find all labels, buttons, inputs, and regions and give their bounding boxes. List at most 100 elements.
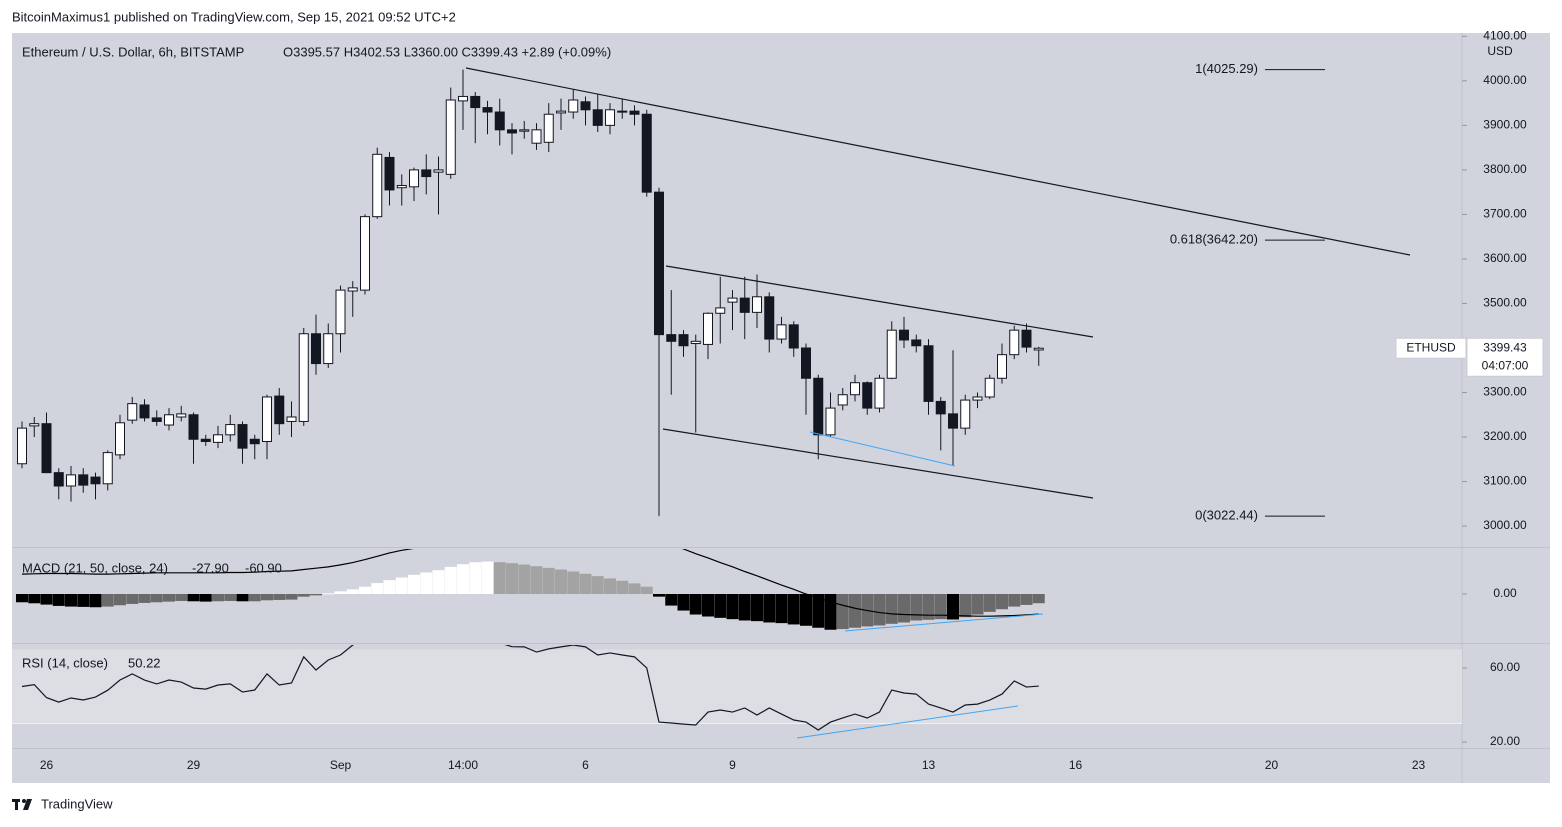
candle-body [433,169,444,173]
price-label: 3399.43 [1483,340,1527,354]
macd-histogram-bar [1020,594,1033,605]
candle-body [164,414,174,426]
candle-body [592,109,603,126]
macd-histogram-bar [432,570,445,595]
x-tick-label: 23 [1412,758,1426,772]
macd-histogram-bar [751,594,763,622]
candle-body [237,424,248,449]
macd-histogram-bar [910,594,923,621]
candle-body [286,416,297,422]
candle-body [274,395,285,425]
x-tick-label: 6 [582,758,589,772]
candle-body [543,113,554,143]
macd-histogram-bar [702,594,714,617]
candle-body [311,333,321,365]
macd-histogram-bar [898,594,910,623]
candle-body [984,377,995,398]
macd-histogram-bar [677,594,690,611]
candle-body [1021,329,1032,348]
y-tick-label: 3700.00 [1483,207,1527,221]
macd-histogram-bar [922,594,935,620]
candle-body [41,423,52,474]
candle-body [923,345,934,402]
macd-histogram-bar [297,594,310,597]
candle-body [850,382,860,396]
candle-body [66,474,76,487]
candle-body [629,110,640,115]
candle-body [556,110,566,114]
macd-histogram-bar [163,594,175,602]
indicator-value: -60.90 [245,560,282,575]
macd-histogram-bar [175,594,188,601]
candle-body [90,476,101,485]
macd-line [21,549,1039,617]
rsi-pane [12,645,1462,731]
macd-histogram-bar [334,591,347,595]
x-tick-label: 13 [922,758,936,772]
macd-histogram-bar [812,594,825,628]
candle-body [1033,347,1044,351]
macd-histogram-bar [506,563,518,595]
candle-body [494,111,505,131]
macd-histogram-bar [457,564,469,595]
candle-body [825,407,836,436]
x-tick-label: 9 [729,758,736,772]
macd-histogram-bar [65,594,77,607]
macd-histogram-bar [89,594,102,608]
candle-body [703,312,713,345]
candle-body [360,216,370,291]
macd-histogram-bar [395,577,408,595]
candle-body [1009,329,1020,356]
macd-histogram-bar [408,574,420,595]
candle-body [666,334,677,342]
candle-body [715,307,726,314]
candle-body [605,109,615,126]
x-tick-label: 29 [187,758,201,772]
macd-histogram-bar [665,594,678,606]
x-tick-label: 26 [40,758,54,772]
price-unit: USD [1487,44,1513,58]
candle-body [874,377,885,409]
macd-histogram-bar [873,594,886,626]
candle-body [396,184,407,189]
macd-histogram-bar [934,594,947,620]
indicator-title: MACD (21, 50, close, 24) [22,560,168,575]
macd-histogram-bar [420,572,433,595]
candle-body [580,101,591,111]
candle-body [507,129,517,134]
candle-body [690,340,701,345]
macd-histogram-bar [714,594,727,618]
y-tick-label: 3000.00 [1483,518,1527,532]
macd-histogram-bar [199,594,212,602]
candle-body [764,296,775,340]
candle-body [862,382,873,409]
footer-brand: TradingView [41,796,113,811]
footer-logo [12,799,32,810]
macd-histogram-bar [138,594,151,603]
macd-histogram-bar [383,580,396,595]
candle-body [200,438,211,442]
y-tick-label: 3100.00 [1483,474,1527,488]
macd-histogram-bar [493,562,506,595]
candle-body [298,333,309,422]
macd-histogram-bar [212,594,224,602]
y-tick-label: 3300.00 [1483,385,1527,399]
candle-body [421,169,432,178]
candle-body [53,472,64,487]
macd-histogram-bar [971,594,984,615]
macd-histogram-bar [738,594,751,621]
macd-histogram-bar [836,594,849,630]
price-tag [1466,337,1544,377]
macd-histogram-bar [689,594,702,615]
x-tick-label: 16 [1069,758,1083,772]
divergence-line [844,613,1044,632]
drawings [465,67,1411,499]
macd-histogram-bar [849,594,861,628]
candle-body [654,191,664,336]
x-tick-label: 14:00 [448,758,478,772]
candle-body [188,414,199,440]
macd-histogram-bar [346,589,359,595]
candle-body [678,334,689,347]
macd-histogram-bar [273,594,286,600]
